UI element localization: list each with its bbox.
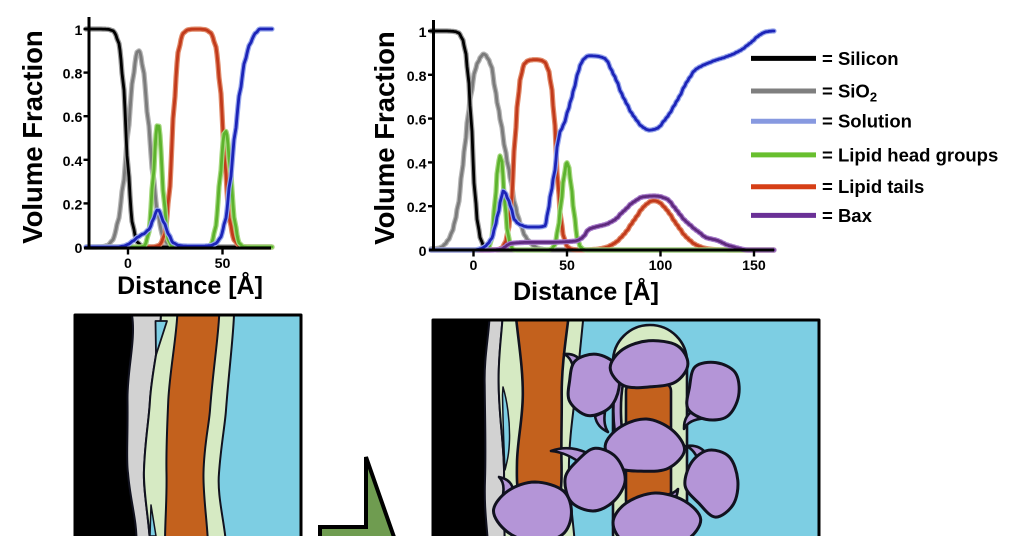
svg-text:0.4: 0.4 (407, 156, 427, 172)
svg-text:0.8: 0.8 (407, 69, 427, 85)
svg-text:Volume Fraction: Volume Fraction (17, 30, 48, 243)
svg-text:0.6: 0.6 (63, 110, 83, 126)
svg-text:50: 50 (215, 256, 231, 272)
svg-text:= SiO2: = SiO2 (822, 80, 877, 104)
svg-text:0.4: 0.4 (63, 154, 83, 170)
svg-text:0.6: 0.6 (407, 113, 427, 129)
svg-text:150: 150 (742, 258, 766, 274)
svg-text:Distance [Å]: Distance [Å] (513, 277, 659, 306)
svg-text:50: 50 (559, 258, 575, 274)
svg-text:0: 0 (75, 241, 83, 257)
svg-text:100: 100 (649, 258, 673, 274)
svg-text:0.8: 0.8 (63, 67, 83, 83)
svg-text:1: 1 (419, 25, 427, 41)
svg-text:= Lipid tails: = Lipid tails (822, 176, 924, 197)
svg-text:= Solution: = Solution (822, 111, 912, 132)
svg-text:= Silicon: = Silicon (822, 48, 899, 69)
svg-text:= Lipid head groups: = Lipid head groups (822, 144, 998, 165)
svg-text:0: 0 (419, 244, 427, 260)
svg-text:0.2: 0.2 (407, 200, 427, 216)
svg-text:0: 0 (124, 256, 132, 272)
svg-text:0: 0 (470, 258, 478, 274)
svg-text:1: 1 (75, 23, 83, 39)
svg-text:Volume Fraction: Volume Fraction (369, 31, 400, 244)
svg-text:= Bax: = Bax (822, 205, 873, 226)
svg-text:0.2: 0.2 (63, 197, 83, 213)
svg-text:Distance [Å]: Distance [Å] (117, 271, 263, 300)
